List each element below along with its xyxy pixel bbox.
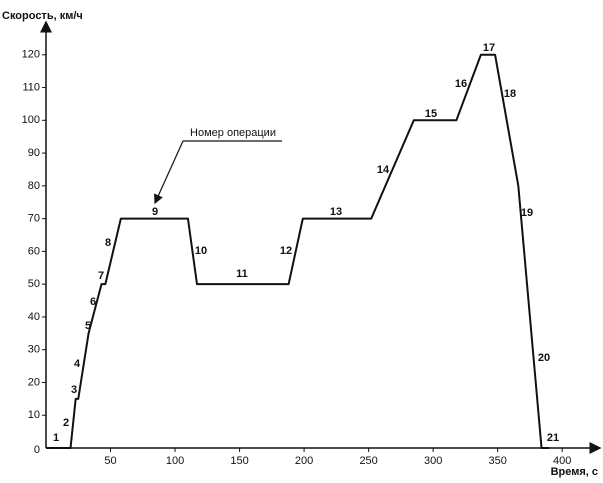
operation-number: 14: [377, 164, 390, 176]
x-tick-label: 150: [230, 455, 248, 467]
y-tick-label: 110: [22, 81, 40, 93]
operation-number: 16: [455, 78, 467, 90]
x-tick-label: 250: [359, 455, 377, 467]
operation-number: 3: [71, 384, 77, 396]
x-tick-label: 300: [424, 455, 442, 467]
callout-arrow: [154, 140, 184, 205]
y-tick-label: 90: [28, 147, 40, 159]
operation-number: 9: [152, 206, 158, 218]
x-tick-label: 350: [488, 455, 506, 467]
operation-number: 4: [74, 358, 81, 370]
operation-number: 7: [98, 270, 104, 282]
y-tick-label: 100: [22, 114, 40, 126]
x-tick-label: 50: [104, 455, 116, 467]
operation-number: 5: [85, 320, 91, 332]
operation-number: 6: [90, 296, 96, 308]
y-tick-label: 50: [28, 278, 40, 290]
x-axis-label: Время, с: [551, 466, 598, 478]
y-axis-label: Скорость, км/ч: [2, 10, 83, 22]
callout: Номер операции: [190, 127, 276, 139]
y-tick-label: 60: [28, 245, 40, 257]
x-tick-label: 100: [166, 455, 184, 467]
y-tick-label: 20: [28, 376, 40, 388]
operation-number: 13: [330, 206, 342, 218]
operation-number: 10: [195, 245, 207, 257]
y-tick-label: 80: [28, 180, 40, 192]
x-tick-label: 400: [553, 455, 571, 467]
operation-number: 15: [425, 108, 437, 120]
operation-number: 12: [280, 245, 292, 257]
operation-number: 2: [63, 417, 69, 429]
operation-number: 8: [105, 237, 111, 249]
operation-number: 19: [521, 207, 533, 219]
y-tick-label: 40: [28, 311, 40, 323]
operation-number: 21: [547, 432, 559, 444]
operation-number: 17: [483, 42, 495, 54]
speed-line: [46, 53, 550, 449]
operation-number: 20: [538, 352, 550, 364]
operation-number: 18: [504, 88, 516, 100]
y-tick-label: 120: [22, 49, 40, 61]
operation-number: 1: [53, 432, 59, 444]
y-tick-label: 70: [28, 213, 40, 225]
operation-number: 11: [236, 268, 248, 280]
y-tick-label: 10: [28, 409, 40, 421]
y-tick-label: 0: [34, 444, 40, 456]
x-tick-label: 200: [295, 455, 313, 467]
y-tick-label: 30: [28, 344, 40, 356]
